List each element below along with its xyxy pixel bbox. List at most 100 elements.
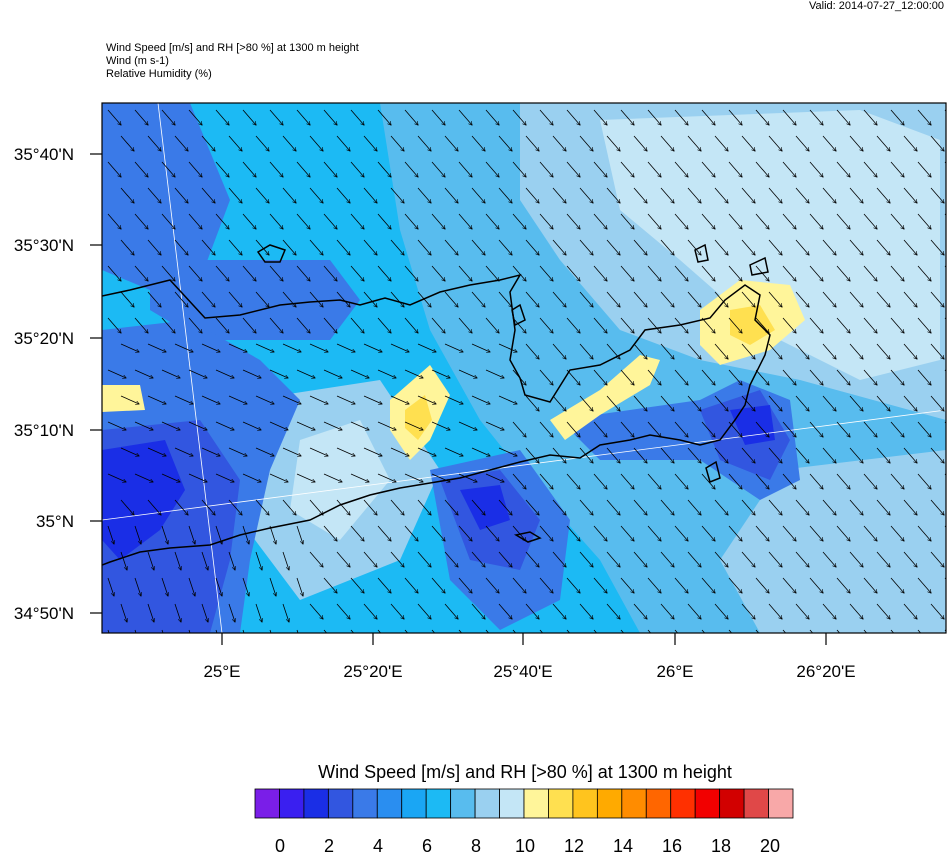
map-plot-area [102,103,946,633]
wind-arrow [147,551,154,570]
wind-arrow [282,135,296,151]
wind-arrow [404,369,423,378]
wind-arrow [296,473,315,482]
wind-arrow [228,551,235,570]
colorbar-swatch [352,788,378,819]
wind-arrow [809,473,823,489]
wind-arrow [174,447,193,456]
wind-arrow [566,525,580,541]
wind-arrow [188,577,195,596]
wind-arrow [917,213,931,229]
wind-arrow [755,421,769,437]
wind-arrow [593,317,607,333]
wind-arrow [593,577,607,593]
wind-arrow [768,187,782,203]
wind-arrow [836,421,850,437]
lon-axis: 25°E 25°20'E 25°40'E 26°E 26°20'E [203,633,856,681]
wind-arrow [903,135,917,151]
wind-arrow [930,447,944,463]
wind-arrow [174,135,188,151]
wind-arrow [417,447,436,456]
wind-arrow [215,161,229,177]
wind-arrow [228,343,247,352]
wind-arrow [498,187,512,203]
wind-arrow [134,213,148,229]
wind-arrow [782,265,796,281]
colorbar-title: Wind Speed [m/s] and RH [>80 %] at 1300 … [318,762,732,782]
wind-arrow [309,239,323,255]
wind-arrow [836,161,850,177]
wind-arrow [660,135,674,151]
wind-arrow [674,421,688,437]
wind-arrow [107,109,121,125]
wind-arrow [890,421,904,437]
wind-arrow [147,395,166,404]
wind-arrow [890,577,904,593]
wind-arrow [134,473,153,482]
wind-arrow [660,447,674,463]
wind-arrow [539,213,553,229]
wind-arrow [134,421,153,430]
wind-arrow [809,265,823,281]
wind-arrow [363,343,382,352]
wind-arrow [714,603,728,619]
wind-arrow [674,473,688,489]
wind-arrow [633,395,647,411]
wind-arrow [120,291,134,307]
wind-arrow [809,109,823,125]
wind-arrow [633,239,647,255]
wind-arrow [417,187,431,203]
wind-arrow [687,499,701,515]
wind-arrow [606,343,620,359]
wind-arrow [620,213,634,229]
wind-arrow [930,291,944,307]
wind-arrow [228,291,242,307]
wind-arrow [768,603,782,619]
wind-arrow [161,317,175,333]
wind-arrow [687,135,701,151]
wind-arrow [215,317,229,333]
wind-arrow [917,265,931,281]
wind-arrow [296,421,315,430]
wind-arrow [539,109,553,125]
wind-arrow [174,291,188,307]
wind-arrow [525,447,539,463]
wind-arrow [296,213,310,229]
wind-arrow [822,343,836,359]
wind-arrow [417,395,436,404]
wind-arrow [147,447,166,456]
wind-arrow [728,525,742,541]
wind-arrow [633,499,647,515]
wind-arrow [323,577,337,593]
lat-label: 35°N [36,512,74,531]
wind-arrow [296,525,303,544]
wind-arrow [431,525,445,541]
wind-arrow [363,499,377,515]
wind-arrow [363,239,377,255]
wind-arrow [903,447,917,463]
wind-arrow [566,317,580,333]
wind-arrow [431,265,445,281]
colorbar-label: 18 [710,836,732,856]
lon-label: 25°20'E [343,662,402,681]
wind-arrow [849,291,863,307]
wind-arrow [525,135,539,151]
wind-arrow [525,239,539,255]
wind-arrow [458,577,472,593]
wind-arrow [647,473,661,489]
wind-arrow [512,265,526,281]
wind-arrow [741,395,755,411]
wind-arrow [404,109,418,125]
wind-arrow [876,291,890,307]
wind-arrow [147,135,161,151]
wind-arrow [836,577,850,593]
wind-arrow [741,291,755,307]
wind-arrow [174,499,188,515]
wind-arrow [336,135,350,151]
wind-arrow [282,187,296,203]
wind-arrow [269,421,288,430]
wind-arrow [795,395,809,411]
wind-arrow [350,317,364,333]
wind-arrow [336,551,350,567]
wind-arrow [606,187,620,203]
